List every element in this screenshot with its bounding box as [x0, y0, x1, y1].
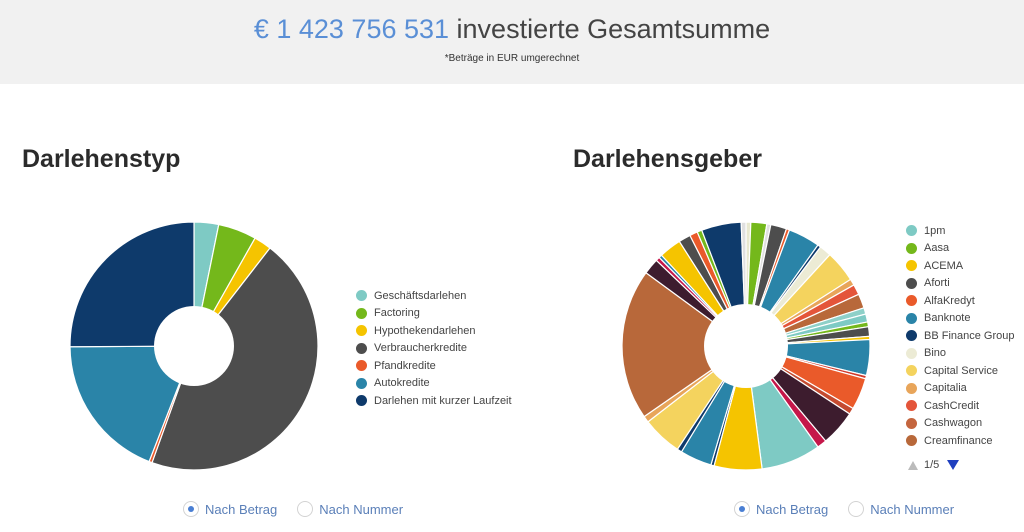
radio-label: Nach Betrag: [205, 501, 278, 517]
radio-label: Nach Betrag: [756, 501, 829, 517]
sort-by-number-radio[interactable]: Nach Nummer: [848, 501, 954, 517]
legend-swatch: [906, 382, 917, 394]
legend-label: Cashwagon: [924, 417, 983, 430]
currency-note: *Beträge in EUR umgerechnet: [444, 53, 580, 64]
legend-pager: 1/5: [908, 459, 960, 471]
legend-label: 1pm: [924, 224, 946, 237]
legend-swatch: [356, 395, 367, 407]
legend-label: Aforti: [924, 277, 950, 290]
legend-item-darlehen-mit-kurzer-laufzeit[interactable]: Darlehen mit kurzer Laufzeit: [356, 392, 512, 410]
radio-checked-icon: [734, 501, 750, 517]
legend-swatch: [906, 312, 917, 324]
legend-item-alfakredyt[interactable]: AlfaKredyt: [906, 292, 1015, 310]
legend-item-cashwagon[interactable]: Cashwagon: [906, 415, 1015, 433]
legend-label: BB Finance Group: [924, 329, 1015, 342]
legend-label: CashCredit: [924, 399, 980, 412]
legend-item-capitalia[interactable]: Capitalia: [906, 380, 1015, 398]
legend-swatch: [906, 260, 917, 272]
legend-swatch: [906, 435, 917, 447]
legend-label: Darlehen mit kurzer Laufzeit: [374, 394, 512, 407]
legend-swatch: [906, 330, 917, 342]
legend-label: Geschäftsdarlehen: [374, 289, 467, 302]
legend-item-autokredite[interactable]: Autokredite: [356, 375, 512, 393]
legend-swatch: [906, 400, 917, 412]
legend-item-1pm[interactable]: 1pm: [906, 222, 1015, 240]
pie-slice-5[interactable]: [69, 345, 195, 463]
total-invested: € 1 423 756 531 investierte Gesamtsumme: [0, 14, 1024, 45]
lender-title: Darlehensgeber: [573, 145, 762, 173]
legend-label: Banknote: [924, 312, 971, 325]
loan-type-legend: Geschäftsdarlehen Factoring Hypothekendarl…: [356, 287, 512, 410]
legend-swatch: [356, 325, 367, 337]
legend-item-banknote[interactable]: Banknote: [906, 310, 1015, 328]
legend-label: Factoring: [374, 307, 420, 320]
legend-swatch: [356, 307, 367, 319]
pie-slice-30[interactable]: [621, 271, 748, 418]
legend-swatch: [356, 290, 367, 302]
radio-checked-icon: [183, 501, 199, 517]
legend-label: ACEMA: [924, 259, 964, 272]
legend-item-creamfinance[interactable]: Creamfinance: [906, 432, 1015, 450]
lender-donut-chart: [621, 221, 871, 471]
loan-type-sort-toggle: Nach Betrag Nach Nummer: [183, 501, 423, 517]
legend-item-cashcredit[interactable]: CashCredit: [906, 397, 1015, 415]
legend-swatch: [906, 277, 917, 289]
legend-label: Verbraucherkredite: [374, 342, 467, 355]
legend-swatch: [906, 225, 917, 237]
sort-by-number-radio[interactable]: Nach Nummer: [297, 501, 403, 517]
loan-type-donut-chart: [69, 221, 319, 471]
legend-label: AlfaKredyt: [924, 294, 975, 307]
total-amount: € 1 423 756 531: [253, 14, 450, 44]
legend-swatch: [356, 342, 367, 354]
donut-hole: [704, 304, 788, 388]
legend-item-aforti[interactable]: Aforti: [906, 275, 1015, 293]
radio-label: Nach Nummer: [319, 501, 404, 517]
legend-label: Bino: [924, 347, 947, 360]
legend-label: Pfandkredite: [374, 359, 436, 372]
legend-label: Creamfinance: [924, 434, 993, 447]
legend-swatch: [356, 377, 367, 389]
legend-item-pfandkredite[interactable]: Pfandkredite: [356, 357, 512, 375]
legend-label: Hypothekendarlehen: [374, 324, 476, 337]
sort-by-amount-radio[interactable]: Nach Betrag: [183, 501, 277, 517]
legend-label: Capital Service: [924, 364, 998, 377]
legend-item-acema[interactable]: ACEMA: [906, 257, 1015, 275]
legend-label: Capitalia: [924, 382, 967, 395]
page-down-icon[interactable]: [947, 460, 960, 470]
pie-slice-3[interactable]: [151, 247, 319, 471]
legend-swatch: [906, 417, 917, 429]
legend-item-bb-finance-group[interactable]: BB Finance Group: [906, 327, 1015, 345]
donut-hole: [154, 306, 234, 386]
loan-type-title: Darlehenstyp: [22, 145, 181, 173]
legend-swatch: [906, 347, 917, 359]
legend-swatch: [906, 242, 917, 254]
legend-item-aasa[interactable]: Aasa: [906, 240, 1015, 258]
summary-header: € 1 423 756 531 investierte Gesamtsumme …: [0, 0, 1024, 84]
legend-item-hypothekendarlehen[interactable]: Hypothekendarlehen: [356, 322, 512, 340]
legend-swatch: [356, 360, 367, 372]
legend-item-bino[interactable]: Bino: [906, 345, 1015, 363]
legend-label: Aasa: [924, 242, 950, 255]
legend-item-geschäftsdarlehen[interactable]: Geschäftsdarlehen: [356, 287, 512, 305]
legend-item-factoring[interactable]: Factoring: [356, 305, 512, 323]
legend-page-indicator: 1/5: [924, 459, 940, 471]
radio-unchecked-icon: [848, 501, 865, 517]
page-up-icon[interactable]: [908, 460, 918, 470]
lender-sort-toggle: Nach Betrag Nach Nummer: [734, 501, 974, 517]
lender-legend: 1pm Aasa ACEMA Aforti AlfaKredyt Banknote BB F…: [906, 222, 1015, 450]
sort-by-amount-radio[interactable]: Nach Betrag: [734, 501, 828, 517]
legend-swatch: [906, 365, 917, 377]
radio-label: Nach Nummer: [870, 501, 955, 517]
legend-label: Autokredite: [374, 377, 430, 390]
legend-item-verbraucherkredite[interactable]: Verbraucherkredite: [356, 340, 512, 358]
pie-slice-6[interactable]: [69, 221, 195, 348]
legend-swatch: [906, 295, 917, 307]
total-label: investierte Gesamtsumme: [456, 14, 771, 44]
legend-item-capital-service[interactable]: Capital Service: [906, 362, 1015, 380]
radio-unchecked-icon: [297, 501, 314, 517]
